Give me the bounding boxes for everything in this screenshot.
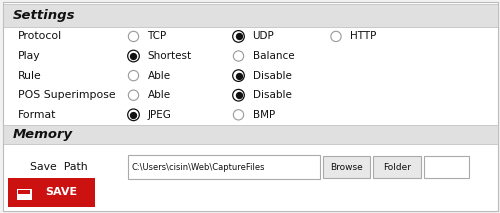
Text: Save  Path: Save Path (30, 162, 88, 172)
Text: HTTP: HTTP (350, 32, 376, 41)
Text: TCP: TCP (148, 32, 167, 41)
FancyBboxPatch shape (18, 190, 30, 194)
Text: SAVE: SAVE (46, 187, 78, 197)
FancyBboxPatch shape (16, 189, 32, 200)
Text: Able: Able (148, 71, 171, 81)
Point (234, 94, 242, 97)
Text: C:\Users\cisin\Web\CaptureFiles: C:\Users\cisin\Web\CaptureFiles (132, 163, 265, 172)
Point (130, 94, 138, 97)
FancyBboxPatch shape (322, 156, 370, 178)
Text: Able: Able (148, 90, 171, 100)
Point (234, 54, 242, 58)
Point (130, 54, 138, 58)
Point (234, 74, 242, 77)
Text: Play: Play (18, 51, 40, 61)
Point (234, 113, 242, 117)
Text: Disable: Disable (252, 71, 292, 81)
Point (130, 35, 138, 38)
Point (130, 74, 138, 77)
FancyBboxPatch shape (373, 156, 420, 178)
Text: UDP: UDP (252, 32, 274, 41)
Text: Format: Format (18, 110, 56, 120)
Text: Rule: Rule (18, 71, 41, 81)
Point (130, 54, 138, 58)
Text: Browse: Browse (330, 163, 362, 172)
Text: Shortest: Shortest (148, 51, 192, 61)
Text: Protocol: Protocol (18, 32, 62, 41)
Text: JPEG: JPEG (148, 110, 172, 120)
FancyBboxPatch shape (8, 178, 95, 207)
FancyBboxPatch shape (2, 2, 498, 211)
Point (130, 113, 138, 117)
Point (234, 74, 242, 77)
FancyBboxPatch shape (128, 155, 320, 179)
FancyBboxPatch shape (2, 4, 498, 27)
Text: Settings: Settings (12, 9, 75, 22)
Point (234, 35, 242, 38)
Text: POS Superimpose: POS Superimpose (18, 90, 115, 100)
Point (234, 94, 242, 97)
FancyBboxPatch shape (424, 156, 469, 178)
FancyBboxPatch shape (2, 125, 498, 144)
Text: Disable: Disable (252, 90, 292, 100)
Point (234, 35, 242, 38)
Text: Folder: Folder (383, 163, 411, 172)
Text: BMP: BMP (252, 110, 275, 120)
Text: Memory: Memory (12, 128, 72, 141)
Point (130, 113, 138, 117)
Text: Balance: Balance (252, 51, 294, 61)
Point (332, 35, 340, 38)
